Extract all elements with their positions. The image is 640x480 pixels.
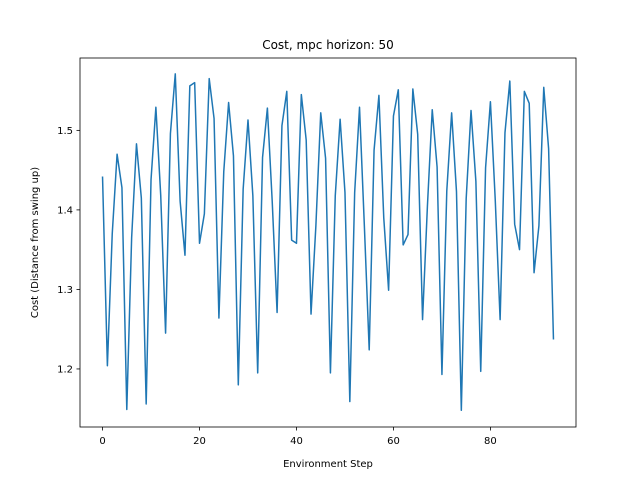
plot-frame xyxy=(79,57,577,428)
y-tick-label: 1.3 xyxy=(57,285,73,296)
y-tick-label: 1.5 xyxy=(57,126,73,137)
x-tick-label: 40 xyxy=(290,436,303,447)
y-tick-label: 1.4 xyxy=(57,205,73,216)
x-tick-label: 80 xyxy=(484,436,497,447)
x-axis: 0 20 40 60 80 xyxy=(99,427,497,447)
y-tick-label: 1.2 xyxy=(57,364,73,375)
x-tick-label: 60 xyxy=(387,436,400,447)
series-line-0 xyxy=(101,73,555,412)
y-axis-title: Cost (Distance from swing up) xyxy=(30,167,41,318)
y-axis: 1.2 1.3 1.4 1.5 xyxy=(57,126,80,375)
series-layer xyxy=(101,73,555,412)
x-axis-title: Environment Step xyxy=(283,459,373,470)
x-tick-label: 0 xyxy=(99,436,105,447)
x-tick-label: 20 xyxy=(193,436,206,447)
chart-title: Cost, mpc horizon: 50 xyxy=(262,38,394,52)
